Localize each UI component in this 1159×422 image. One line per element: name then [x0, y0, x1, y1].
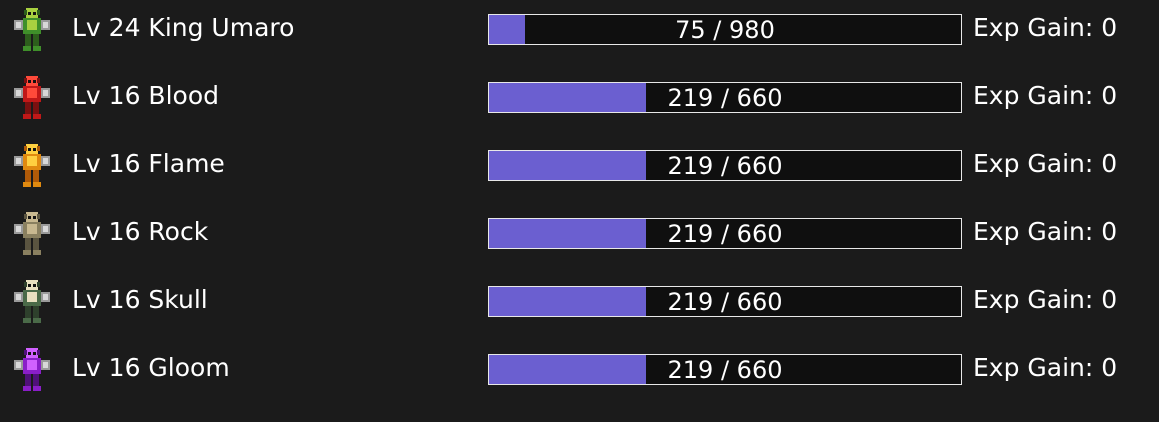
character-sprite	[14, 212, 50, 255]
exp-gain: Exp Gain: 0	[973, 217, 1118, 246]
exp-bar: 219 / 660	[488, 82, 962, 113]
character-sprite	[14, 76, 50, 119]
party-row: Lv 24 King Umaro 75 / 980 Exp Gain: 0	[0, 0, 1159, 60]
character-sprite	[14, 280, 50, 323]
character-name: Lv 16 Rock	[72, 217, 209, 246]
exp-text: 219 / 660	[667, 220, 783, 248]
character-name: Lv 16 Flame	[72, 149, 225, 178]
exp-bar: 219 / 660	[488, 150, 962, 181]
exp-bar-fill	[489, 83, 646, 112]
exp-bar: 219 / 660	[488, 286, 962, 317]
exp-text: 219 / 660	[667, 84, 783, 112]
exp-bar-fill	[489, 15, 526, 44]
party-row: Lv 16 Rock 219 / 660 Exp Gain: 0	[0, 204, 1159, 264]
exp-gain: Exp Gain: 0	[973, 13, 1118, 42]
exp-text: 219 / 660	[667, 152, 783, 180]
character-sprite	[14, 144, 50, 187]
exp-gain: Exp Gain: 0	[973, 149, 1118, 178]
exp-text: 75 / 980	[675, 16, 775, 44]
party-row: Lv 16 Skull 219 / 660 Exp Gain: 0	[0, 272, 1159, 332]
exp-text: 219 / 660	[667, 288, 783, 316]
exp-gain: Exp Gain: 0	[973, 81, 1118, 110]
party-row: Lv 16 Blood 219 / 660 Exp Gain: 0	[0, 68, 1159, 128]
exp-bar-fill	[489, 219, 646, 248]
character-name: Lv 16 Blood	[72, 81, 219, 110]
character-name: Lv 16 Skull	[72, 285, 208, 314]
character-sprite	[14, 348, 50, 391]
exp-gain: Exp Gain: 0	[973, 353, 1118, 382]
character-name: Lv 16 Gloom	[72, 353, 230, 382]
party-row: Lv 16 Flame 219 / 660 Exp Gain: 0	[0, 136, 1159, 196]
exp-bar-fill	[489, 287, 646, 316]
exp-text: 219 / 660	[667, 356, 783, 384]
character-sprite	[14, 8, 50, 51]
exp-bar: 75 / 980	[488, 14, 962, 45]
party-row: Lv 16 Gloom 219 / 660 Exp Gain: 0	[0, 340, 1159, 400]
exp-bar-fill	[489, 151, 646, 180]
exp-bar-fill	[489, 355, 646, 384]
exp-bar: 219 / 660	[488, 354, 962, 385]
exp-bar: 219 / 660	[488, 218, 962, 249]
character-name: Lv 24 King Umaro	[72, 13, 295, 42]
exp-gain: Exp Gain: 0	[973, 285, 1118, 314]
